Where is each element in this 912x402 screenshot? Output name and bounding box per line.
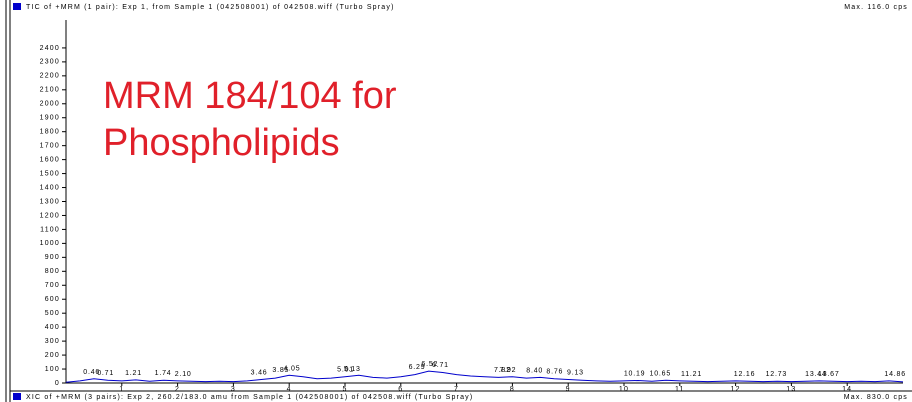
- y-tick-label: 1800: [40, 129, 60, 136]
- legend-swatch: [13, 3, 21, 10]
- legend-swatch: [13, 393, 21, 400]
- peak-label: 7.82: [494, 367, 511, 374]
- x-tick-label: 4: [287, 386, 292, 393]
- peak-label: 6.71: [432, 362, 449, 369]
- x-tick-label: 13: [786, 386, 796, 393]
- y-tick-label: 2400: [40, 45, 60, 52]
- x-tick-label: 8: [510, 386, 515, 393]
- x-tick-label: 11: [675, 386, 685, 393]
- y-tick-label: 400: [45, 324, 60, 331]
- y-tick-label: 800: [45, 268, 60, 275]
- x-tick-label: 2: [175, 386, 180, 393]
- y-tick-label: 2200: [40, 73, 60, 80]
- y-tick-label: 1600: [40, 156, 60, 163]
- peak-label: 1.21: [125, 370, 142, 377]
- peak-label: 6.29: [409, 364, 426, 371]
- y-tick-label: 100: [45, 366, 60, 373]
- peak-label: 12.16: [734, 371, 756, 378]
- peak-label: 12.73: [766, 371, 788, 378]
- y-tick-label: 1700: [40, 142, 60, 149]
- y-tick-label: 1000: [40, 240, 60, 247]
- y-tick-label: 2100: [40, 87, 60, 94]
- peak-label: 3.46: [251, 370, 268, 377]
- peak-label: 10.19: [624, 370, 646, 377]
- peak-label: 10.65: [650, 370, 672, 377]
- peak-label: 5.01: [337, 367, 354, 374]
- y-tick-label: 900: [45, 254, 60, 261]
- peak-label: 1.74: [155, 370, 172, 377]
- x-tick-label: 9: [566, 386, 571, 393]
- peak-label: 8.40: [526, 368, 543, 375]
- y-tick-label: 2300: [40, 59, 60, 66]
- peak-label: 3.85: [272, 367, 289, 374]
- peak-label: 2.10: [175, 371, 192, 378]
- x-tick-label: 10: [619, 386, 629, 393]
- peak-label: 6.52: [421, 361, 438, 368]
- peak-label: 0.46: [83, 369, 100, 376]
- trace: [65, 370, 904, 383]
- peak-label: 7.92: [500, 367, 517, 374]
- peak-label: 13.67: [818, 371, 840, 378]
- y-tick-label: 1300: [40, 198, 60, 205]
- x-tick-label: 14: [842, 386, 852, 393]
- y-tick-label: 1400: [40, 184, 60, 191]
- y-tick-label: 600: [45, 296, 60, 303]
- y-tick-label: 1500: [40, 170, 60, 177]
- peak-label: 8.76: [546, 369, 563, 376]
- peak-label: 0.71: [97, 370, 114, 377]
- next-max-label: Max. 830.0 cps: [844, 394, 908, 401]
- x-tick-label: 12: [731, 386, 741, 393]
- x-tick-label: 6: [398, 386, 403, 393]
- y-tick-label: 200: [45, 352, 60, 359]
- annotation: MRM 184/104 for: [103, 75, 397, 117]
- peak-label: 9.13: [567, 370, 584, 377]
- peak-label: 5.13: [344, 366, 361, 373]
- x-tick-label: 3: [231, 386, 236, 393]
- y-tick-label: 700: [45, 282, 60, 289]
- y-tick-label: 500: [45, 310, 60, 317]
- x-tick-label: 7: [454, 386, 459, 393]
- y-tick-label: 1900: [40, 115, 60, 122]
- peak-label: 4.05: [284, 365, 301, 372]
- peak-label: 13.44: [805, 371, 827, 378]
- chart-title: TIC of +MRM (1 pair): Exp 1, from Sample…: [26, 4, 395, 11]
- y-tick-label: 300: [45, 338, 60, 345]
- peak-label: 14.86: [884, 371, 906, 378]
- peak-label: 11.21: [681, 371, 702, 378]
- y-tick-label: 0: [55, 380, 60, 387]
- max-label: Max. 116.0 cps: [844, 4, 908, 11]
- x-tick-label: 5: [342, 386, 347, 393]
- x-tick-label: 1: [119, 386, 124, 393]
- annotation: Phospholipids: [103, 122, 340, 164]
- y-tick-label: 2000: [40, 101, 60, 108]
- y-tick-label: 1200: [40, 212, 60, 219]
- y-tick-label: 1100: [40, 226, 60, 233]
- next-title: XIC of +MRM (3 pairs): Exp 2, 260.2/183.…: [26, 394, 473, 401]
